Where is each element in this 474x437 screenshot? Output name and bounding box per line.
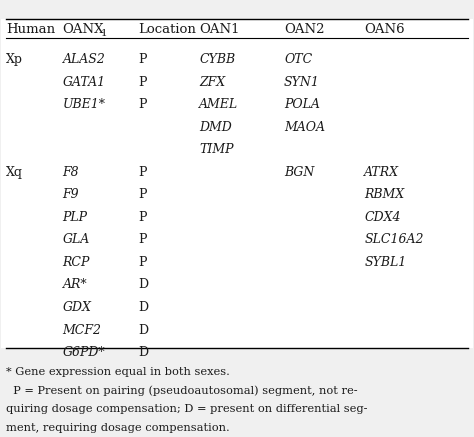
Text: P: P (138, 188, 146, 201)
Text: P: P (138, 211, 146, 224)
Text: P: P (138, 256, 146, 269)
Text: F9: F9 (63, 188, 79, 201)
Text: OAN2: OAN2 (284, 23, 325, 36)
Text: ZFX: ZFX (199, 76, 226, 89)
Text: OANX: OANX (63, 23, 104, 36)
Text: CYBB: CYBB (199, 53, 236, 66)
Text: ment, requiring dosage compensation.: ment, requiring dosage compensation. (6, 423, 230, 433)
Text: AMEL: AMEL (199, 98, 238, 111)
FancyBboxPatch shape (1, 19, 473, 348)
Text: RCP: RCP (63, 256, 90, 269)
Text: ATRX: ATRX (364, 166, 399, 179)
Text: D: D (138, 301, 148, 314)
Text: DMD: DMD (199, 121, 232, 134)
Text: 1: 1 (100, 29, 107, 38)
Text: P: P (138, 166, 146, 179)
Text: MCF2: MCF2 (63, 323, 101, 336)
Text: GDX: GDX (63, 301, 91, 314)
Text: P: P (138, 76, 146, 89)
Text: ALAS2: ALAS2 (63, 53, 106, 66)
Text: TIMP: TIMP (199, 143, 234, 156)
Text: MAOA: MAOA (284, 121, 325, 134)
Text: P: P (138, 53, 146, 66)
Text: RBMX: RBMX (364, 188, 404, 201)
Text: F8: F8 (63, 166, 79, 179)
Text: Location: Location (138, 23, 196, 36)
Text: BGN: BGN (284, 166, 314, 179)
Text: P = Present on pairing (pseudoautosomal) segment, not re-: P = Present on pairing (pseudoautosomal)… (6, 386, 358, 396)
Text: GLA: GLA (63, 233, 90, 246)
Text: D: D (138, 346, 148, 359)
Text: PLP: PLP (63, 211, 88, 224)
Text: quiring dosage compensation; D = present on differential seg-: quiring dosage compensation; D = present… (6, 405, 368, 414)
Text: OAN1: OAN1 (199, 23, 240, 36)
Text: Xp: Xp (6, 53, 23, 66)
Text: P: P (138, 98, 146, 111)
Text: * Gene expression equal in both sexes.: * Gene expression equal in both sexes. (6, 367, 230, 377)
Text: OTC: OTC (284, 53, 312, 66)
Text: SYBL1: SYBL1 (364, 256, 407, 269)
Text: G6PD*: G6PD* (63, 346, 105, 359)
Text: GATA1: GATA1 (63, 76, 106, 89)
Text: UBE1*: UBE1* (63, 98, 106, 111)
Text: SLC16A2: SLC16A2 (364, 233, 424, 246)
Text: Human: Human (6, 23, 55, 36)
Text: POLA: POLA (284, 98, 320, 111)
Text: CDX4: CDX4 (364, 211, 401, 224)
Text: SYN1: SYN1 (284, 76, 320, 89)
Text: OAN6: OAN6 (364, 23, 405, 36)
Text: AR*: AR* (63, 278, 87, 291)
Text: D: D (138, 323, 148, 336)
Text: Xq: Xq (6, 166, 23, 179)
Text: D: D (138, 278, 148, 291)
Text: P: P (138, 233, 146, 246)
